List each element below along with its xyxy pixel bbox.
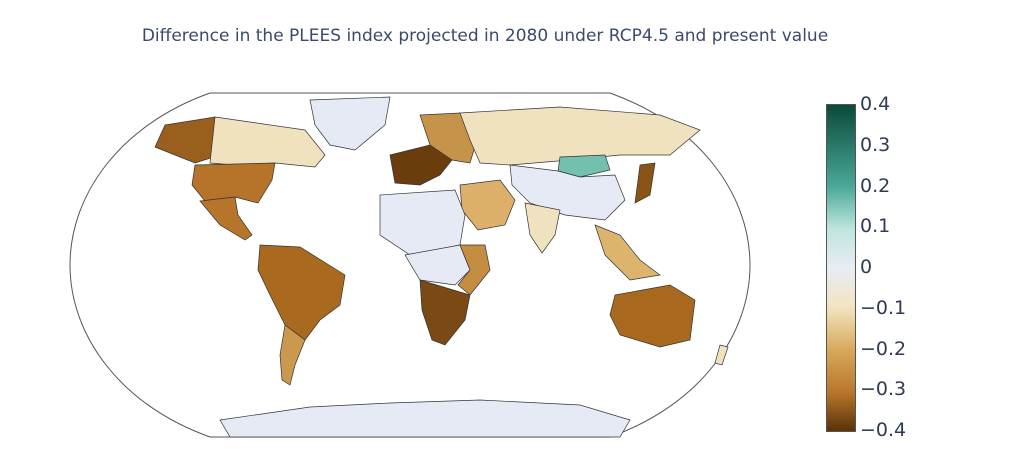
southern-africa[interactable] xyxy=(419,279,471,346)
map-svg xyxy=(69,92,751,438)
colorbar-tick-label: 0.2 xyxy=(860,174,891,197)
world-map[interactable] xyxy=(60,85,760,445)
usa[interactable] xyxy=(191,162,276,204)
colorbar-tick-label: −0.1 xyxy=(860,296,907,319)
russia[interactable] xyxy=(459,106,701,166)
southeast-asia[interactable] xyxy=(594,224,661,281)
india[interactable] xyxy=(524,202,561,254)
greenland[interactable] xyxy=(309,96,391,151)
japan[interactable] xyxy=(634,162,656,204)
colorbar: 0.4 0.3 0.2 0.1 0 −0.1 −0.2 −0.3 −0.4 xyxy=(820,93,1000,441)
colorbar-tick-label: −0.3 xyxy=(860,378,907,401)
southern-cone[interactable] xyxy=(279,324,306,386)
antarctica[interactable] xyxy=(219,399,631,438)
colorbar-tick-label: −0.4 xyxy=(860,419,907,441)
colorbar-tick-label: 0 xyxy=(860,256,873,278)
colorbar-tick-label: 0.3 xyxy=(860,133,891,156)
australia[interactable] xyxy=(609,284,696,348)
south-america[interactable] xyxy=(257,244,346,341)
china[interactable] xyxy=(509,164,626,221)
colorbar-tick-label: 0.4 xyxy=(860,93,891,115)
colorbar-gradient xyxy=(826,104,856,432)
mexico[interactable] xyxy=(199,196,253,241)
new-zealand[interactable] xyxy=(714,344,729,366)
canada[interactable] xyxy=(209,116,326,168)
colorbar-tick-label: 0.1 xyxy=(860,215,891,238)
colorbar-tick-label: −0.2 xyxy=(860,337,907,360)
central-africa[interactable] xyxy=(404,244,471,286)
alaska[interactable] xyxy=(154,116,221,164)
map-title: Difference in the PLEES index projected … xyxy=(141,26,829,46)
mongolia[interactable] xyxy=(557,154,611,178)
